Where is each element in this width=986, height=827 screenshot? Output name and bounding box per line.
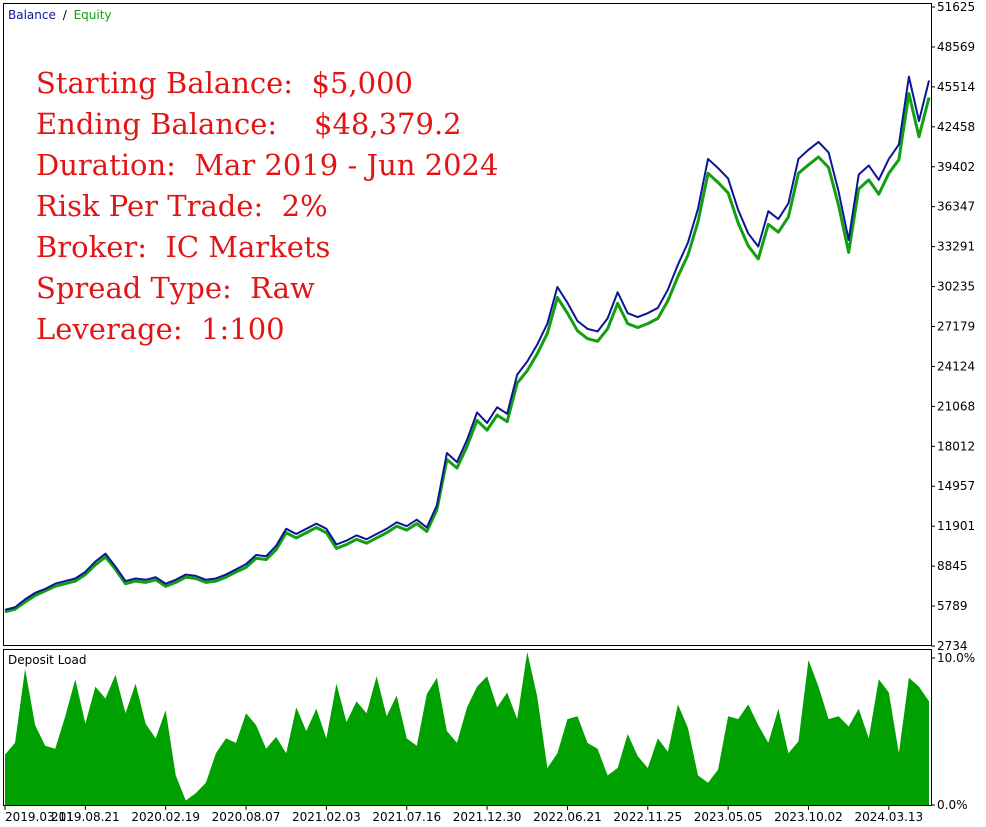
legend-separator: /	[63, 8, 68, 22]
y-tick-label: 27179	[937, 320, 975, 334]
balance-series-line	[4, 75, 930, 611]
annotation-block: Starting Balance: $5,000 Ending Balance:…	[36, 66, 498, 346]
balance-equity-plot	[4, 75, 931, 614]
x-tick-label: 2020.02.19	[131, 810, 200, 824]
y-axis-deposit: 10.0% 0.0%	[931, 651, 975, 812]
y-tick-label: 42458	[937, 120, 975, 134]
x-tick-label: 2019.03.11	[5, 810, 74, 824]
y-tick-label: 21068	[937, 399, 975, 413]
x-tick-label: 2022.06.21	[533, 810, 602, 824]
deposit-load-plot	[5, 652, 929, 805]
annotation-spread-type: Spread Type: Raw	[36, 271, 315, 305]
deposit-y-tick-label: 0.0%	[937, 798, 968, 812]
x-tick-label: 2023.10.02	[774, 810, 843, 824]
x-tick-label: 2019.08.21	[51, 810, 120, 824]
balance-panel-frame	[3, 3, 932, 646]
y-tick-label: 48569	[937, 40, 975, 54]
y-tick-label: 2734	[937, 639, 968, 653]
y-tick-label: 8845	[937, 559, 968, 573]
y-axis-main: 51625 48569 45514 42458 39402 36347 33291 30235…	[931, 0, 975, 653]
y-tick-label: 36347	[937, 200, 975, 214]
x-tick-label: 2023.05.05	[694, 810, 763, 824]
x-tick-label: 2021.07.16	[372, 810, 441, 824]
legend-balance: Balance	[8, 8, 56, 22]
deposit-y-tick-label: 10.0%	[937, 651, 975, 665]
annotation-broker: Broker: IC Markets	[36, 230, 330, 264]
deposit-load-area	[5, 652, 929, 805]
legend: Balance / Equity	[8, 8, 112, 22]
y-tick-label: 14957	[937, 479, 975, 493]
x-tick-label: 2020.08.07	[212, 810, 281, 824]
y-tick-label: 51625	[937, 0, 975, 14]
annotation-ending-balance: Ending Balance: $48,379.2	[36, 107, 462, 141]
y-tick-label: 30235	[937, 280, 975, 294]
annotation-leverage: Leverage: 1:100	[36, 312, 285, 346]
annotation-starting-balance: Starting Balance: $5,000	[36, 66, 413, 100]
x-tick-label: 2022.11.25	[613, 810, 682, 824]
x-tick-label: 2021.02.03	[292, 810, 361, 824]
y-tick-label: 39402	[937, 160, 975, 174]
equity-series-line	[4, 92, 931, 614]
annotation-duration: Duration: Mar 2019 - Jun 2024	[36, 148, 498, 182]
y-tick-label: 18012	[937, 439, 975, 453]
y-tick-label: 24124	[937, 359, 975, 373]
deposit-panel-title: Deposit Load	[8, 653, 86, 667]
y-tick-label: 45514	[937, 80, 975, 94]
y-tick-label: 33291	[937, 240, 975, 254]
y-tick-label: 11901	[937, 519, 975, 533]
annotation-risk-per-trade: Risk Per Trade: 2%	[36, 189, 328, 223]
legend-equity: Equity	[74, 8, 112, 22]
x-tick-label: 2024.03.13	[854, 810, 923, 824]
x-tick-label: 2021.12.30	[453, 810, 522, 824]
y-tick-label: 5789	[937, 599, 968, 613]
